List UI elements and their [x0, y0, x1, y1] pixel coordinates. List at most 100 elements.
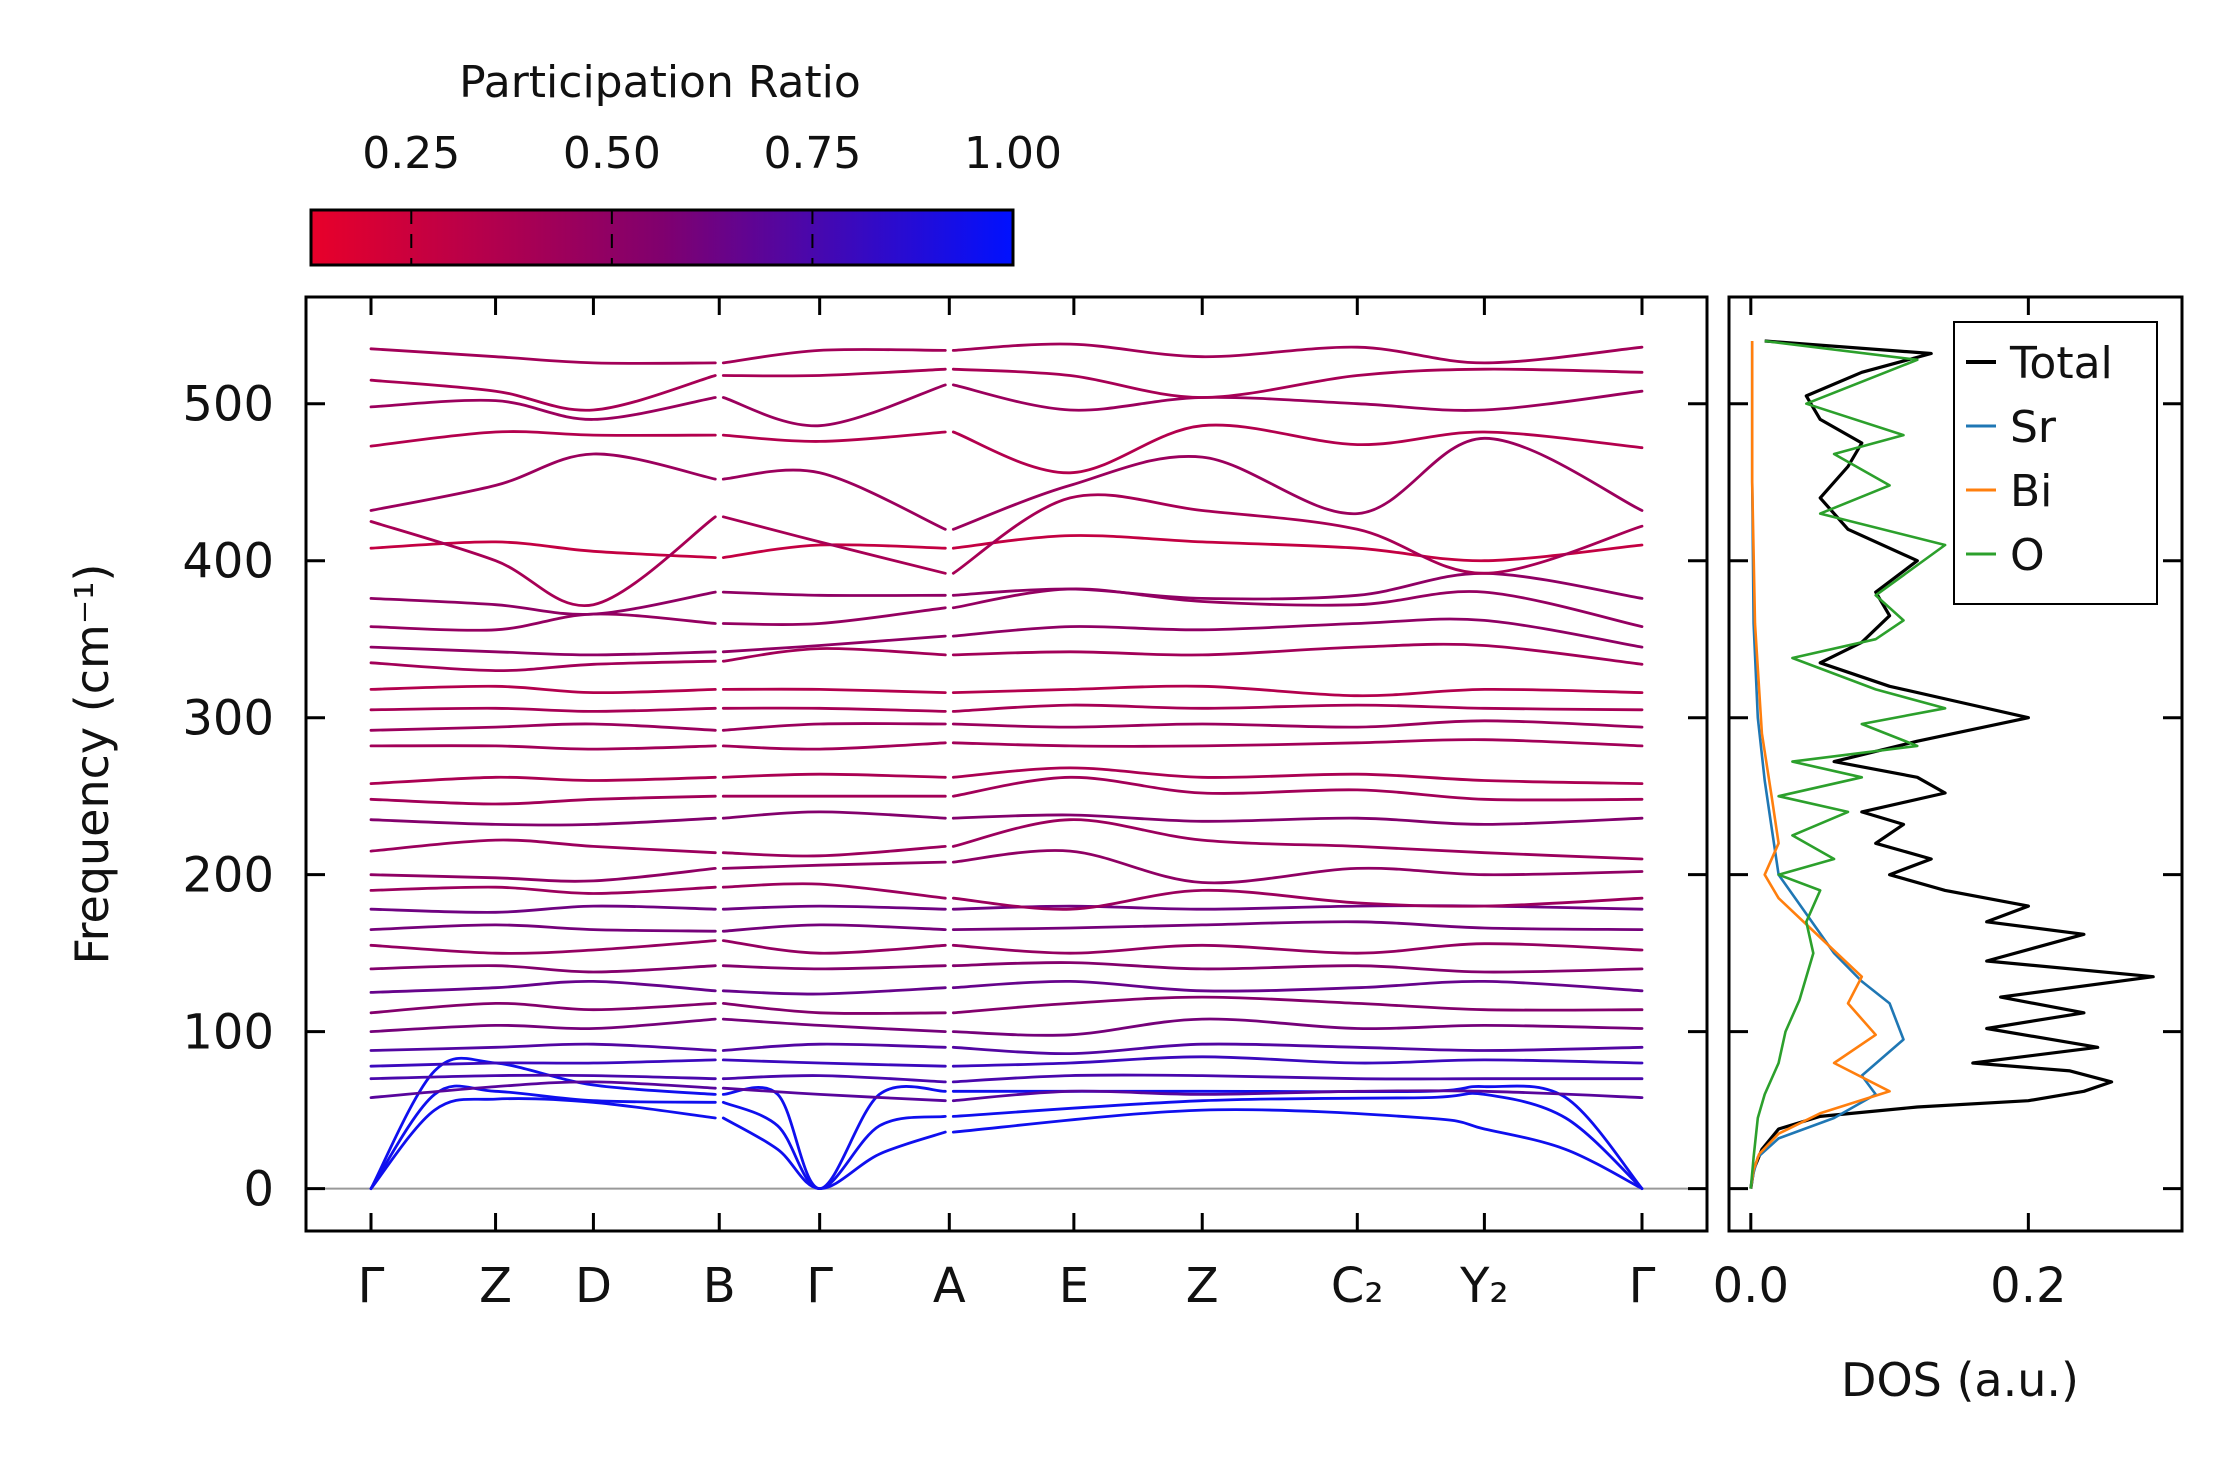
- band-line: [369, 515, 717, 608]
- band-line: [951, 1073, 1644, 1084]
- band-line: [369, 430, 717, 448]
- band-line: [951, 738, 1644, 748]
- dos-x-axis: 0.0 0.2: [1713, 297, 2067, 1314]
- band-line: [369, 867, 717, 883]
- band-line: [369, 744, 717, 751]
- band-line: [369, 885, 717, 895]
- k-point-label: B: [703, 1258, 736, 1314]
- colorbar-ticks: 0.25 0.50 0.75 1.00: [362, 128, 1062, 265]
- band-line: [369, 964, 717, 974]
- k-point-label: Γ: [358, 1258, 385, 1314]
- band-line: [721, 1042, 947, 1052]
- band-line: [951, 383, 1644, 412]
- band-line: [951, 766, 1644, 785]
- dos-panel: 0.0 0.2 DOS (a.u.) Total Sr Bi O: [1713, 295, 2184, 1407]
- band-line: [951, 849, 1644, 885]
- colorbar-tick-label: 0.50: [563, 128, 661, 179]
- y-tick-label: 200: [182, 848, 274, 904]
- band-line: [721, 741, 947, 751]
- band-line: [369, 979, 717, 994]
- band-line: [369, 1042, 717, 1052]
- band-line: [951, 942, 1644, 955]
- band-line: [369, 816, 717, 827]
- band-line: [369, 904, 717, 914]
- y-tick-label: 500: [182, 377, 274, 433]
- dos-x-tick-label: 0.0: [1713, 1258, 1789, 1314]
- band-line: [721, 845, 947, 858]
- band-line: [721, 904, 947, 911]
- band-line: [951, 813, 1644, 826]
- k-point-label: A: [933, 1258, 966, 1314]
- band-line: [721, 590, 947, 597]
- band-line: [721, 1085, 947, 1190]
- band-line: [951, 423, 1644, 475]
- band-line: [369, 838, 717, 855]
- y-axis-label: Frequency (cm⁻¹): [65, 564, 119, 965]
- band-line: [369, 923, 717, 933]
- band-line: [369, 1073, 717, 1081]
- band-line: [951, 979, 1644, 993]
- band-line: [721, 1002, 947, 1015]
- band-line: [369, 684, 717, 695]
- band-line: [721, 647, 947, 663]
- band-line: [369, 590, 717, 616]
- dos-curve-sr: [1749, 341, 1905, 1189]
- band-line: [951, 1042, 1644, 1056]
- band-line: [369, 659, 717, 673]
- band-line: [951, 1055, 1644, 1068]
- band-line: [721, 923, 947, 933]
- x-axis-label-dos: DOS (a.u.): [1841, 1353, 2079, 1407]
- band-line: [721, 964, 947, 971]
- band-line: [369, 794, 717, 806]
- band-line: [369, 1080, 717, 1099]
- dos-axes-frame: [1727, 295, 2184, 1233]
- colorbar-tick-label: 1.00: [964, 128, 1062, 179]
- legend: Total Sr Bi O: [1953, 321, 2158, 605]
- y-tick-label: 0: [243, 1162, 274, 1218]
- dos-curve-bi: [1749, 341, 1891, 1189]
- colorbar: Participation Ratio 0.25 0.50 0.75 1.00: [309, 57, 1062, 267]
- dos-curve-o: [1749, 339, 1947, 1189]
- band-line: [721, 986, 947, 996]
- band-line: [721, 430, 947, 443]
- band-k-path-axis: Γ Z D B Γ A E Z C₂ Y₂ Γ: [358, 297, 1656, 1314]
- band-line: [369, 1001, 717, 1015]
- band-line: [721, 687, 947, 694]
- band-line: [721, 367, 947, 378]
- band-line: [721, 860, 947, 870]
- legend-label-bi: Bi: [2010, 466, 2052, 517]
- legend-label-o: O: [2010, 530, 2045, 581]
- band-line: [369, 939, 717, 955]
- band-line: [951, 1108, 1644, 1190]
- band-line: [369, 1097, 717, 1190]
- band-line: [369, 775, 717, 785]
- band-line: [951, 961, 1644, 974]
- y-tick-label: 300: [182, 691, 274, 747]
- band-line: [721, 722, 947, 732]
- band-line: [951, 775, 1644, 802]
- band-line: [951, 684, 1644, 698]
- band-line: [951, 818, 1644, 861]
- band-line: [721, 383, 947, 428]
- band-line: [721, 1086, 947, 1103]
- k-point-label: Y₂: [1459, 1258, 1509, 1314]
- band-line: [951, 642, 1644, 666]
- band-line: [951, 367, 1644, 399]
- band-line: [721, 515, 947, 575]
- band-line: [369, 612, 717, 632]
- band-panel: 0 100 200 300 400 500 Γ Z D B Γ A E Z C₂ Y₂ Γ Frequency…: [65, 295, 1709, 1314]
- band-line: [951, 1091, 1644, 1190]
- colorbar-tick-label: 0.75: [763, 128, 861, 179]
- band-line: [721, 882, 947, 900]
- band-line: [951, 587, 1644, 628]
- k-point-label: D: [575, 1258, 612, 1314]
- band-line: [951, 995, 1644, 1015]
- band-line: [951, 617, 1644, 649]
- dos-curves: [1749, 339, 2155, 1189]
- band-line: [951, 342, 1644, 365]
- dos-x-tick-label: 0.2: [1990, 1258, 2066, 1314]
- band-line: [951, 436, 1644, 531]
- k-point-label: Γ: [1629, 1258, 1656, 1314]
